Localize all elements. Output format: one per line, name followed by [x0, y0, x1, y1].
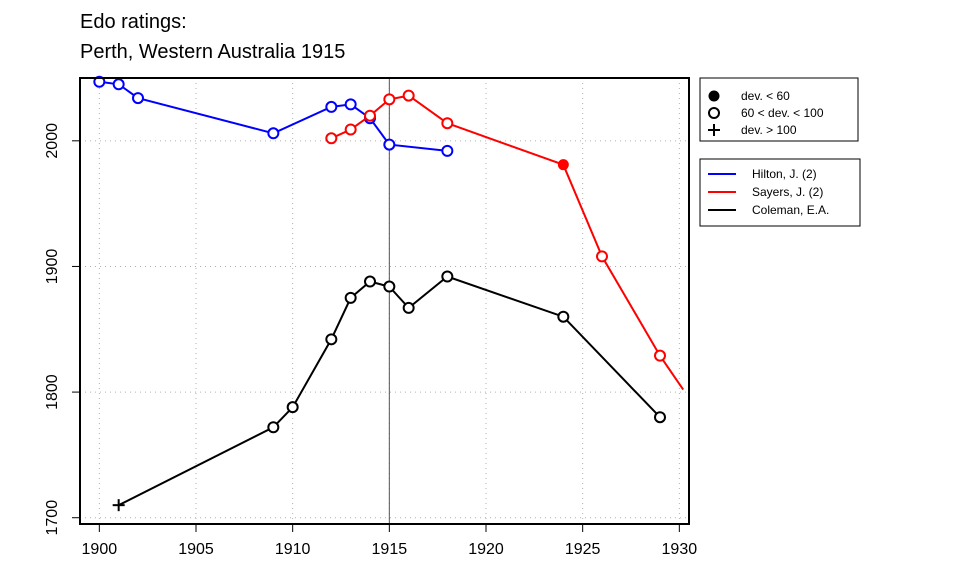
chart-title-line-2: Perth, Western Australia 1915 — [80, 41, 345, 63]
marker-legend-box — [699, 77, 859, 142]
data-point-1-2 — [364, 109, 376, 122]
data-point-2-8 — [441, 270, 454, 283]
x-tick-label-1900: 1900 — [82, 541, 118, 558]
y-tick-label-1800: 1800 — [44, 374, 61, 410]
x-tick-label-1910: 1910 — [275, 541, 311, 558]
legend-series-label-2: Coleman, E.A. — [752, 203, 829, 217]
data-point-2-9 — [557, 310, 570, 323]
x-tick-label-1915: 1915 — [372, 541, 408, 558]
y-axis: 1700 1800 1900 2000 — [44, 123, 81, 536]
data-point-2-2 — [286, 401, 299, 414]
data-point-0-8 — [441, 144, 454, 157]
data-point-0-7 — [383, 138, 396, 151]
y-tick-label-2000: 2000 — [44, 123, 61, 159]
data-point-0-1 — [112, 78, 125, 91]
series-0 — [93, 75, 454, 157]
series-1 — [325, 89, 685, 391]
data-point-2-6 — [383, 280, 396, 293]
series-group — [93, 75, 685, 512]
legend-symbol-0 — [708, 90, 720, 102]
legend-marker-label-0: dev. < 60 — [741, 89, 790, 103]
y-tick-label-1700: 1700 — [44, 500, 61, 536]
data-point-2-4 — [344, 291, 357, 304]
data-point-1-4 — [402, 89, 415, 102]
chart-title-line-1: Edo ratings: — [80, 11, 187, 33]
data-point-2-3 — [325, 333, 338, 346]
data-point-2-1 — [267, 421, 280, 434]
series-2 — [112, 270, 666, 512]
x-tick-label-1920: 1920 — [468, 541, 504, 558]
data-point-2-5 — [364, 275, 376, 288]
marker-legend: dev. < 60 60 < dev. < 100 dev. > 100 — [699, 77, 859, 142]
x-tick-label-1930: 1930 — [662, 541, 698, 558]
data-point-0-4 — [325, 100, 338, 113]
legend-symbol-2 — [708, 124, 720, 136]
data-point-1-7 — [596, 250, 608, 263]
legend-symbol-1 — [708, 107, 720, 119]
legend-marker-label-2: dev. > 100 — [741, 123, 797, 137]
y-tick-label-1900: 1900 — [44, 249, 61, 285]
data-point-1-6 — [557, 159, 569, 171]
x-tick-label-1905: 1905 — [178, 541, 214, 558]
x-axis: 1900 1905 1910 1915 1920 1925 1930 — [82, 523, 698, 558]
data-point-1-1 — [344, 123, 357, 136]
data-point-0-3 — [267, 127, 280, 140]
data-point-1-5 — [441, 117, 454, 130]
legend-series-label-0: Hilton, J. (2) — [752, 167, 817, 181]
data-point-2-0 — [112, 499, 125, 512]
data-point-0-2 — [132, 92, 144, 105]
data-point-0-5 — [344, 98, 357, 111]
data-point-1-0 — [325, 132, 338, 145]
data-point-2-10 — [654, 411, 666, 424]
data-point-1-3 — [383, 93, 396, 106]
data-point-2-7 — [402, 301, 415, 314]
legend-series-label-1: Sayers, J. (2) — [752, 185, 823, 199]
data-point-1-8 — [654, 349, 666, 362]
x-tick-label-1925: 1925 — [565, 541, 601, 558]
data-point-0-0 — [93, 75, 106, 88]
chart-title: Edo ratings: Perth, Western Australia 19… — [80, 11, 345, 63]
series-line-1 — [330, 94, 685, 391]
series-legend: Hilton, J. (2) Sayers, J. (2) Coleman, E.A… — [699, 158, 861, 227]
legend-marker-label-1: 60 < dev. < 100 — [741, 106, 824, 120]
